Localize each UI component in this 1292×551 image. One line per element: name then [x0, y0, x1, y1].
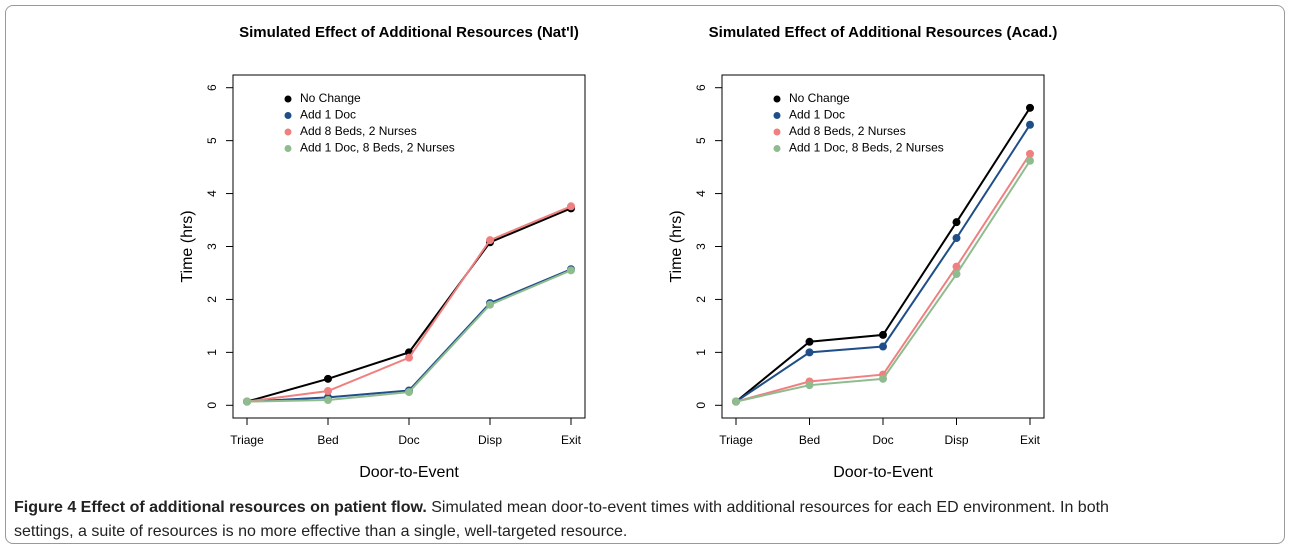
legend-label: Add 1 Doc, 8 Beds, 2 Nurses	[300, 141, 455, 155]
y-tick-label: 5	[205, 137, 219, 144]
legend-label: Add 1 Doc	[789, 108, 845, 122]
data-point	[1026, 156, 1034, 165]
data-point	[324, 387, 332, 396]
y-tick-label: 4	[694, 190, 708, 197]
legend-marker	[773, 145, 781, 152]
charts: Simulated Effect of Additional Resources…	[179, 24, 1058, 481]
series-line	[246, 207, 572, 403]
y-tick-label: 0	[694, 402, 708, 409]
data-point	[952, 262, 961, 271]
y-axis-title: Time (hrs)	[179, 210, 196, 282]
legend-label: Add 1 Doc, 8 Beds, 2 Nurses	[789, 141, 944, 155]
data-point	[952, 234, 961, 243]
y-tick-label: 1	[694, 349, 708, 356]
series-line	[246, 268, 572, 403]
series-line	[735, 124, 1031, 403]
data-point	[567, 266, 575, 275]
chart-title: Simulated Effect of Additional Resources…	[709, 24, 1058, 41]
y-tick-label: 2	[694, 296, 708, 303]
x-axis-title: Door-to-Event	[833, 464, 933, 481]
x-tick-label: Triage	[230, 433, 264, 447]
data-point	[405, 388, 413, 397]
x-tick-label: Disp	[478, 433, 502, 447]
data-point	[405, 353, 413, 362]
x-tick-label: Doc	[398, 433, 419, 447]
y-tick-label: 1	[205, 349, 219, 356]
data-point	[486, 236, 494, 245]
chart-title: Simulated Effect of Additional Resources…	[239, 24, 579, 41]
x-axis-title: Door-to-Event	[359, 464, 459, 481]
legend-marker	[773, 95, 781, 103]
y-tick-label: 6	[205, 84, 219, 91]
x-tick-label: Triage	[719, 433, 753, 447]
data-point	[732, 397, 740, 406]
y-axis-title: Time (hrs)	[668, 210, 685, 282]
data-point	[879, 342, 887, 351]
figure-frame	[5, 5, 1285, 544]
y-tick-label: 3	[694, 243, 708, 250]
legend-label: Add 8 Beds, 2 Nurses	[789, 124, 906, 138]
caption-title: Figure 4 Effect of additional resources …	[14, 499, 427, 516]
series-line	[246, 205, 572, 403]
legend-label: Add 8 Beds, 2 Nurses	[300, 124, 417, 138]
caption: Figure 4 Effect of additional resources …	[14, 496, 1114, 544]
data-point	[243, 397, 251, 406]
data-point	[879, 330, 887, 339]
data-point	[1026, 120, 1034, 129]
data-point	[486, 300, 494, 309]
x-tick-label: Doc	[872, 433, 893, 447]
x-tick-label: Exit	[561, 433, 582, 447]
legend-label: No Change	[300, 91, 361, 105]
y-tick-label: 0	[205, 402, 219, 409]
data-point	[805, 348, 814, 357]
data-point	[952, 270, 961, 279]
y-tick-label: 5	[694, 137, 708, 144]
x-tick-label: Bed	[317, 433, 338, 447]
legend-label: Add 1 Doc	[300, 108, 356, 122]
y-tick-label: 4	[205, 190, 219, 197]
y-tick-label: 2	[205, 296, 219, 303]
y-tick-label: 6	[694, 84, 708, 91]
data-point	[567, 202, 575, 211]
data-point	[879, 374, 887, 383]
legend-label: No Change	[789, 91, 850, 105]
legend-marker	[284, 145, 292, 152]
y-tick-label: 3	[205, 243, 219, 250]
legend-marker	[284, 95, 292, 103]
data-point	[324, 396, 332, 405]
legend-marker	[284, 112, 292, 119]
x-tick-label: Bed	[799, 433, 820, 447]
data-point	[324, 374, 332, 383]
legend-marker	[773, 112, 781, 119]
data-point	[1026, 149, 1034, 158]
data-point	[952, 218, 961, 227]
legend-marker	[284, 128, 292, 136]
caption-text: Simulated mean door-to-event times with …	[14, 499, 1109, 540]
data-point	[1026, 103, 1034, 112]
series-line	[246, 269, 572, 403]
data-point	[805, 337, 814, 346]
data-point	[805, 381, 814, 390]
legend-marker	[773, 128, 781, 136]
x-tick-label: Disp	[944, 433, 968, 447]
x-tick-label: Exit	[1020, 433, 1041, 447]
